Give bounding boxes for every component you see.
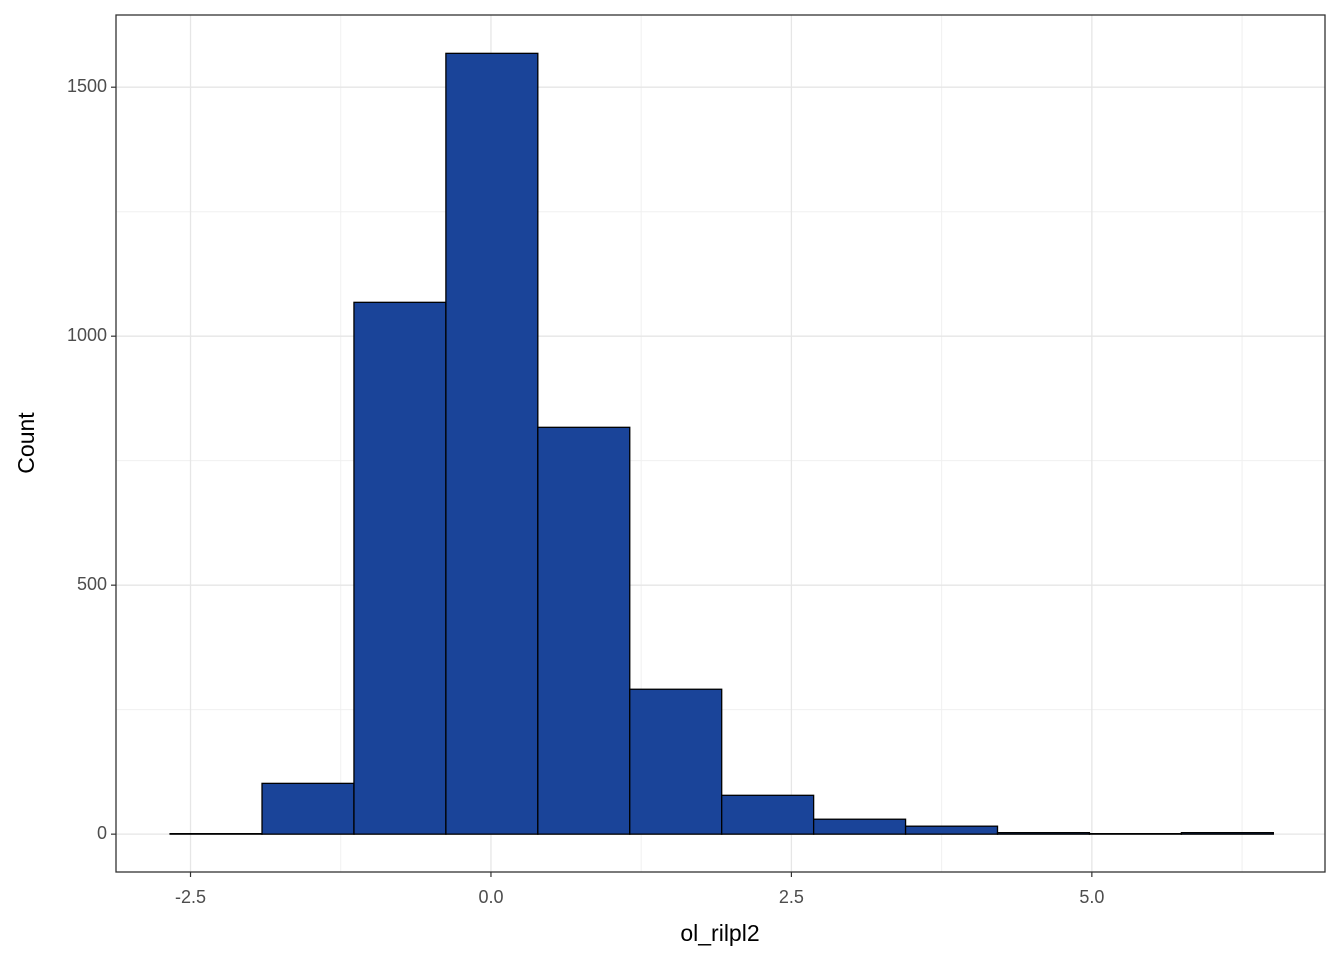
x-tick-label: 0.0	[478, 887, 503, 907]
y-tick-label: 1500	[67, 76, 107, 96]
panel-border	[115, 14, 1326, 873]
bar	[537, 426, 631, 835]
bar	[721, 794, 815, 835]
bar	[904, 825, 999, 835]
bar	[353, 301, 447, 835]
x-axis-title: ol_rilpl2	[680, 920, 759, 946]
x-tick-label: 2.5	[779, 887, 804, 907]
x-tick-label: -2.5	[175, 887, 206, 907]
x-tick-label: 5.0	[1079, 887, 1104, 907]
bar	[1180, 832, 1274, 835]
bar	[812, 818, 907, 835]
y-axis-title: Count	[13, 412, 39, 474]
y-tick-label: 0	[97, 823, 107, 843]
bar	[996, 832, 1091, 835]
bar	[445, 52, 539, 835]
y-tick-label: 500	[77, 574, 107, 594]
bar	[629, 688, 723, 835]
bar	[261, 782, 355, 835]
y-tick-label: 1000	[67, 325, 107, 345]
